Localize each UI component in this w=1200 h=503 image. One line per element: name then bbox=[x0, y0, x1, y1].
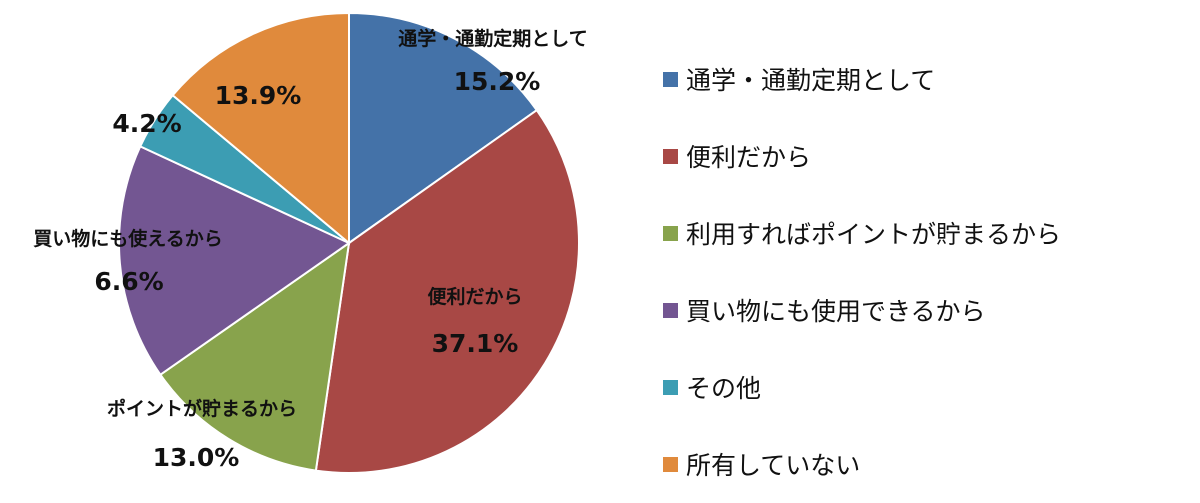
legend-swatch-points bbox=[663, 225, 678, 241]
legend-label-not-owned: 所有していない bbox=[686, 451, 861, 480]
pie-slice-3 bbox=[118, 145, 351, 377]
pie-slice-1 bbox=[314, 108, 580, 474]
legend-item-not-owned: 所有していない bbox=[663, 433, 1193, 495]
pie-labels: 通学・通勤定期として 15.2% 便利だから 37.1% ポイントが貯まるから 13.0%… bbox=[33, 27, 587, 472]
pie-slices bbox=[118, 11, 580, 474]
pie-slice-0 bbox=[348, 11, 539, 245]
legend-label-points: 利用すればポイントが貯まるから bbox=[686, 220, 1062, 249]
slice-name-label-3: 買い物にも使えるから bbox=[33, 227, 222, 250]
legend-label-commute: 通学・通勤定期として bbox=[686, 66, 936, 95]
pie-slice-5 bbox=[171, 11, 350, 246]
legend-item-commute: 通学・通勤定期として bbox=[663, 48, 1193, 110]
legend: 通学・通勤定期として 便利だから 利用すればポイントが貯まるから 買い物にも使用… bbox=[663, 48, 1193, 503]
legend-label-convenient: 便利だから bbox=[686, 143, 812, 172]
slice-percent-label-1: 37.1% bbox=[432, 329, 519, 358]
legend-swatch-shopping bbox=[663, 302, 678, 318]
legend-swatch-convenient bbox=[663, 148, 678, 164]
legend-item-convenient: 便利だから bbox=[663, 125, 1193, 187]
legend-swatch-commute bbox=[663, 71, 678, 87]
legend-item-shopping: 買い物にも使用できるから bbox=[663, 279, 1193, 341]
slice-percent-label-4: 4.2% bbox=[112, 109, 181, 138]
legend-label-other: その他 bbox=[686, 374, 762, 403]
legend-swatch-other bbox=[663, 379, 678, 395]
slice-name-label-1: 便利だから bbox=[427, 286, 522, 308]
slice-percent-label-0: 15.2% bbox=[454, 67, 541, 96]
slice-percent-label-3: 6.6% bbox=[94, 267, 163, 296]
pie-slice-2 bbox=[159, 240, 351, 472]
legend-item-other: その他 bbox=[663, 356, 1193, 418]
legend-label-shopping: 買い物にも使用できるから bbox=[686, 297, 986, 326]
slice-percent-label-5: 13.9% bbox=[215, 81, 302, 110]
legend-item-points: 利用すればポイントが貯まるから bbox=[663, 202, 1193, 264]
slice-name-label-0: 通学・通勤定期として bbox=[398, 27, 587, 50]
slice-percent-label-2: 13.0% bbox=[153, 443, 240, 472]
legend-swatch-not-owned bbox=[663, 456, 678, 472]
slice-name-label-2: ポイントが貯まるから bbox=[107, 397, 297, 420]
